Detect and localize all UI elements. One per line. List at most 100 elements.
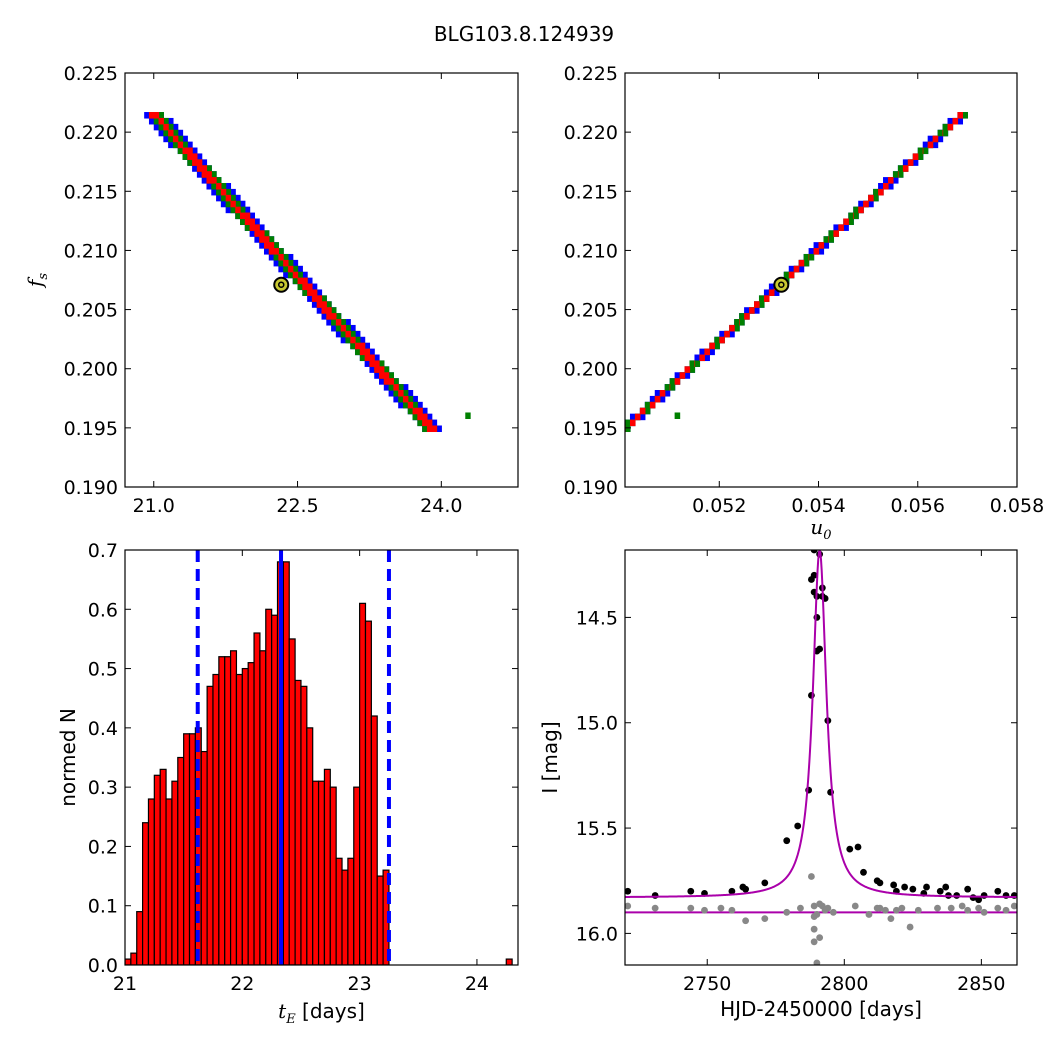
y-tick-label: 0.210 [564, 240, 618, 262]
heat-cell-red [922, 147, 924, 155]
plot-area [625, 112, 968, 433]
axes-frame [624, 72, 1018, 488]
hist-bar [271, 614, 279, 965]
heat-cell-red [230, 200, 236, 208]
data-point [860, 868, 867, 876]
heat-cell-red [311, 295, 323, 302]
residual-point [701, 906, 708, 914]
heat-cell-red [422, 419, 433, 427]
hist-bar [364, 620, 372, 965]
hist-bar [370, 715, 378, 965]
data-point [876, 879, 884, 887]
heat-cell-red [912, 153, 919, 160]
heat-cell-red [947, 123, 954, 131]
heat-cell-red [709, 342, 715, 350]
hist-bar [153, 774, 161, 965]
residual-point [958, 902, 966, 910]
data-point [808, 691, 815, 699]
y-tick-label: 0.205 [64, 300, 118, 322]
residual-point [810, 902, 818, 910]
y-tick-label: 0.215 [64, 181, 118, 203]
heat-cell-red [788, 271, 795, 279]
y-tick-label: 0.200 [64, 359, 118, 381]
heat-cell-red [818, 242, 825, 249]
data-point [854, 843, 862, 851]
axes-frame [624, 549, 1018, 966]
heat-cell-red [364, 354, 375, 362]
heat-cell-red [897, 171, 899, 178]
hist-bar [171, 780, 179, 965]
hist-bar [224, 656, 232, 965]
heat-cell-red [148, 112, 160, 119]
residual-point [813, 911, 821, 918]
heat-cell-red [952, 117, 959, 125]
heat-cell-red [350, 336, 356, 344]
residual-point [824, 904, 832, 912]
hist-bar [200, 750, 208, 965]
heat-cell-red [957, 112, 964, 119]
hist-bar [505, 958, 513, 965]
data-point [742, 885, 750, 893]
y-tick-label: 0.220 [64, 122, 118, 144]
x-tick-label: 23 [348, 973, 372, 995]
heat-cell-red [355, 342, 366, 350]
heat-cell-red [699, 354, 705, 362]
residual-point [625, 902, 632, 910]
heat-cell-red [868, 194, 874, 202]
residual-point [728, 906, 736, 914]
heat-cell-red [417, 413, 428, 421]
x-tick-label: 21.0 [133, 495, 175, 517]
heat-cell-red [287, 265, 294, 273]
data-point [813, 614, 821, 621]
heat-cell-red [163, 123, 169, 131]
x-tick-label: 0.056 [891, 495, 945, 517]
y-tick-label: 0.7 [88, 540, 118, 562]
heat-cell-red [196, 165, 208, 172]
plot-area [144, 112, 471, 433]
heat-cell-red [793, 265, 800, 273]
data-point [651, 892, 659, 899]
heat-cell-red [249, 224, 260, 231]
heat-cell-red [216, 183, 222, 190]
data-point [794, 822, 802, 830]
hist-bar [159, 768, 167, 965]
hist-bar [335, 857, 343, 965]
residual-point [934, 904, 941, 912]
heat-cell-red [426, 425, 438, 433]
heat-cell-red [316, 301, 327, 308]
y-tick-label: 0.225 [564, 63, 618, 85]
y-tick-label: 0.190 [564, 477, 618, 499]
heat-cell-red [254, 230, 265, 237]
best-fit-marker-center [778, 281, 785, 288]
hist-bar [136, 911, 144, 965]
heat-outlier [674, 412, 681, 419]
heat-cell-red [398, 390, 404, 397]
heat-cell-red [292, 271, 299, 279]
residual-point [865, 911, 873, 918]
hist-bar [141, 822, 150, 965]
data-point [890, 881, 898, 889]
hist-bar [188, 733, 196, 965]
panel-light-curve: 2750 2800 2850 14.5 15.0 15.5 16.0 I [mag] HJD-2… [538, 549, 1018, 1021]
heat-cell-red [244, 218, 256, 226]
heat-cell-red [744, 313, 750, 320]
x-axis-label: u0 [810, 515, 831, 543]
residual-point [808, 873, 815, 880]
axes-frame [124, 72, 519, 488]
y-tick-label: 0.190 [64, 477, 118, 499]
heat-cell-red [634, 413, 641, 421]
hist-bar [130, 952, 138, 965]
hist-bar [253, 632, 261, 965]
heat-cell-red [225, 194, 232, 202]
heat-cell-red [719, 336, 725, 344]
y-tick-label: 14.5 [576, 607, 618, 629]
heat-cell-red [883, 183, 889, 190]
heat-cell-red [704, 348, 710, 356]
x-tick-label: 2800 [820, 973, 868, 995]
residual-point [980, 908, 988, 916]
heat-cell-red [654, 395, 661, 403]
x-tick-label: 0.054 [791, 495, 845, 517]
residual-point [1010, 902, 1017, 910]
heat-cell-red [629, 419, 636, 427]
